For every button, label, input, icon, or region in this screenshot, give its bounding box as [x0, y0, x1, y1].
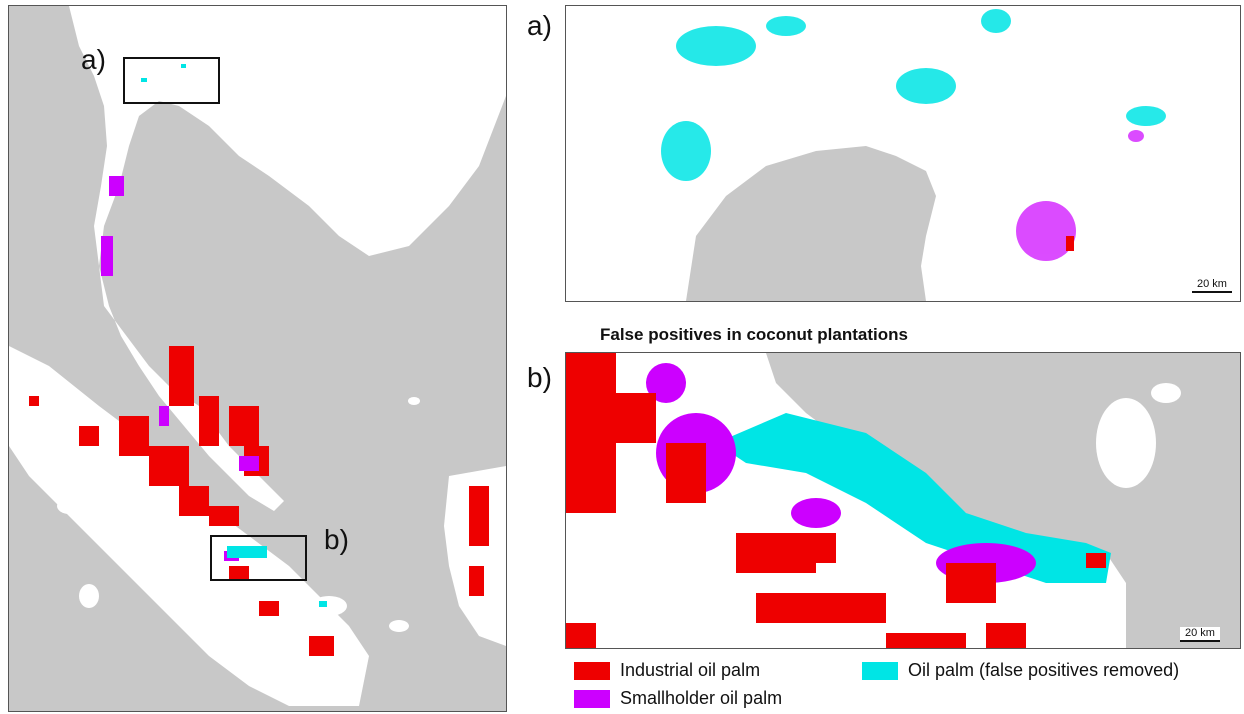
panel-a-smallholder: [1016, 130, 1144, 261]
overview-label-a: a): [81, 44, 106, 75]
legend-label-false-positive: Oil palm (false positives removed): [908, 660, 1180, 680]
legend-smallholder: Smallholder oil palm: [574, 688, 782, 709]
panel-a-label: a): [527, 10, 552, 41]
legend-swatch-smallholder: [574, 689, 610, 708]
industrial-patches: [29, 346, 489, 656]
legend-false-positive: Oil palm (false positives removed): [862, 660, 1179, 681]
panel-b-map[interactable]: 20 km: [565, 352, 1241, 649]
mainland-landmass: [69, 6, 506, 511]
panel-a-false-positives: [661, 9, 1166, 181]
false-positive-patches: [141, 64, 327, 607]
panel-a-scalebar: 20 km: [1192, 278, 1232, 293]
legend-swatch-false-positive: [862, 661, 898, 680]
panel-b-false-positives: [716, 413, 1111, 583]
legend-industrial: Industrial oil palm: [574, 660, 760, 681]
borneo-landmass: [444, 466, 506, 646]
panel-b-scalebar: 20 km: [1180, 627, 1220, 642]
inset-box-b: [210, 535, 307, 581]
gulf-water: [686, 146, 936, 301]
panel-b-title: False positives in coconut plantations: [600, 325, 908, 344]
panel-b-label: b): [527, 362, 552, 393]
overview-map[interactable]: a) b): [8, 5, 507, 712]
legend-label-smallholder: Smallholder oil palm: [620, 688, 783, 708]
inset-box-a: [123, 57, 220, 104]
panel-b-industrial: [566, 353, 1106, 648]
panel-a-scale-label: 20 km: [1197, 278, 1227, 290]
overview-label-b: b): [324, 524, 349, 555]
panel-b-scale-label: 20 km: [1185, 627, 1215, 639]
legend-label-industrial: Industrial oil palm: [620, 660, 761, 680]
panel-a-map[interactable]: 20 km: [565, 5, 1241, 302]
legend-swatch-industrial: [574, 661, 610, 680]
